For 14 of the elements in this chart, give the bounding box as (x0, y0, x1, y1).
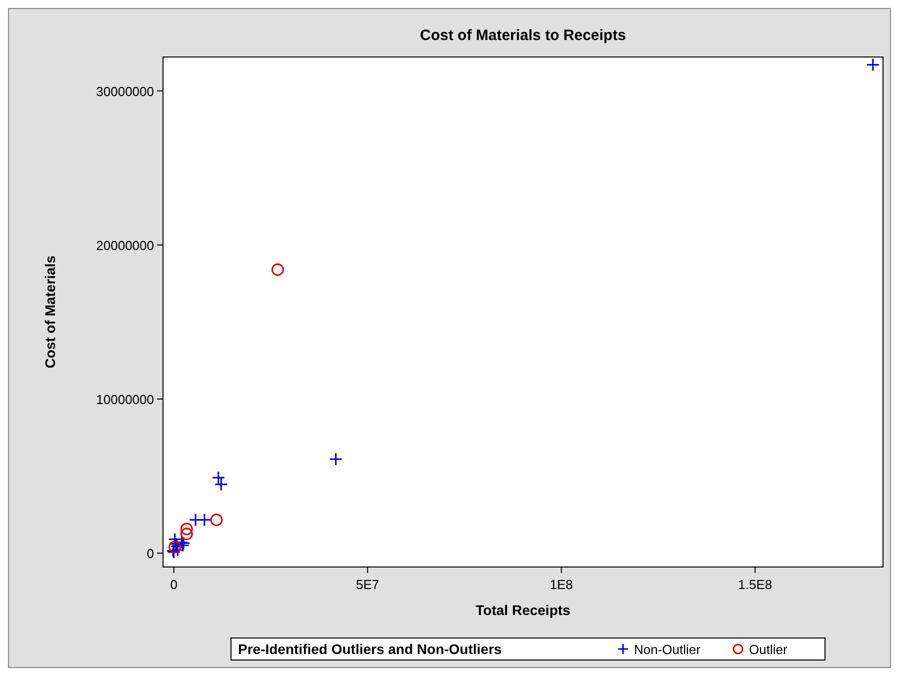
y-tick-label: 20000000 (96, 238, 154, 253)
legend-label: Non-Outlier (634, 642, 702, 657)
x-axis-title: Total Receipts (476, 602, 571, 618)
x-tick-label: 5E7 (356, 577, 380, 592)
legend-title: Pre-Identified Outliers and Non-Outliers (238, 641, 502, 657)
legend-label: Outlier (749, 642, 788, 657)
x-tick-label: 1E8 (550, 577, 573, 592)
x-tick-label: 0 (170, 577, 178, 592)
x-tick-label: 1.5E8 (738, 577, 772, 592)
y-tick-label: 0 (146, 546, 154, 562)
y-tick-label: 30000000 (96, 84, 154, 99)
chart-title: Cost of Materials to Receipts (420, 27, 626, 44)
y-tick-label: 10000000 (96, 392, 154, 408)
y-axis-title: Cost of Materials (42, 255, 58, 368)
